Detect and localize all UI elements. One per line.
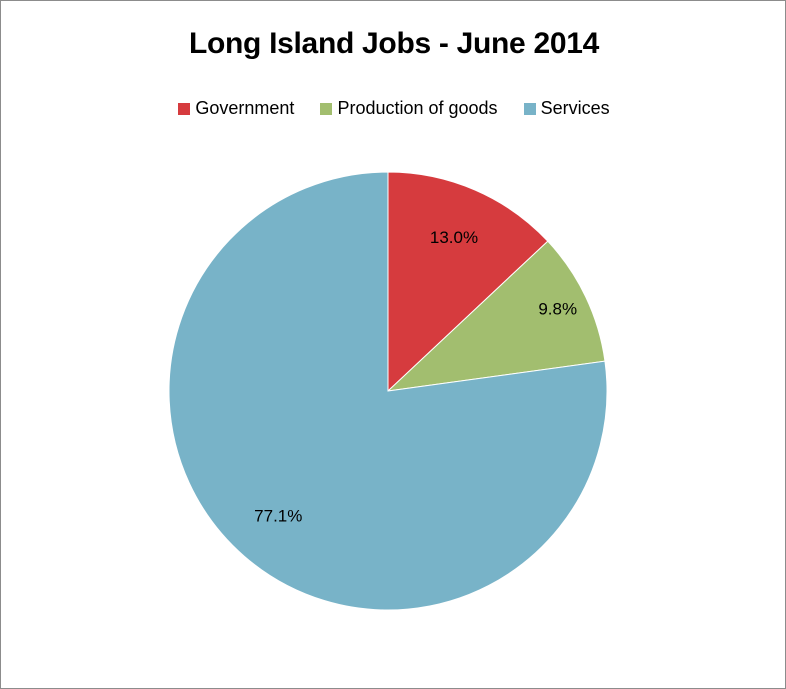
legend-item-government: Government <box>178 98 294 119</box>
legend-swatch-services <box>523 102 536 115</box>
data-label-production-of-goods: 9.8% <box>538 300 577 319</box>
legend-item-services: Services <box>523 98 610 119</box>
legend-swatch-production <box>320 102 333 115</box>
legend: Government Production of goods Services <box>1 98 786 119</box>
legend-item-production: Production of goods <box>320 98 498 119</box>
data-label-services: 77.1% <box>254 506 302 525</box>
legend-label-services: Services <box>540 98 610 118</box>
pie-slice-services <box>168 171 608 611</box>
legend-swatch-government <box>178 102 191 115</box>
pie-slice-production-of-goods <box>386 240 606 392</box>
chart-title: Long Island Jobs - June 2014 <box>188 27 600 60</box>
legend-label-production: Production of goods <box>337 98 498 118</box>
data-label-government: 13.0% <box>430 228 478 247</box>
pie-slice-government <box>387 171 549 393</box>
legend-label-government: Government <box>195 98 295 118</box>
